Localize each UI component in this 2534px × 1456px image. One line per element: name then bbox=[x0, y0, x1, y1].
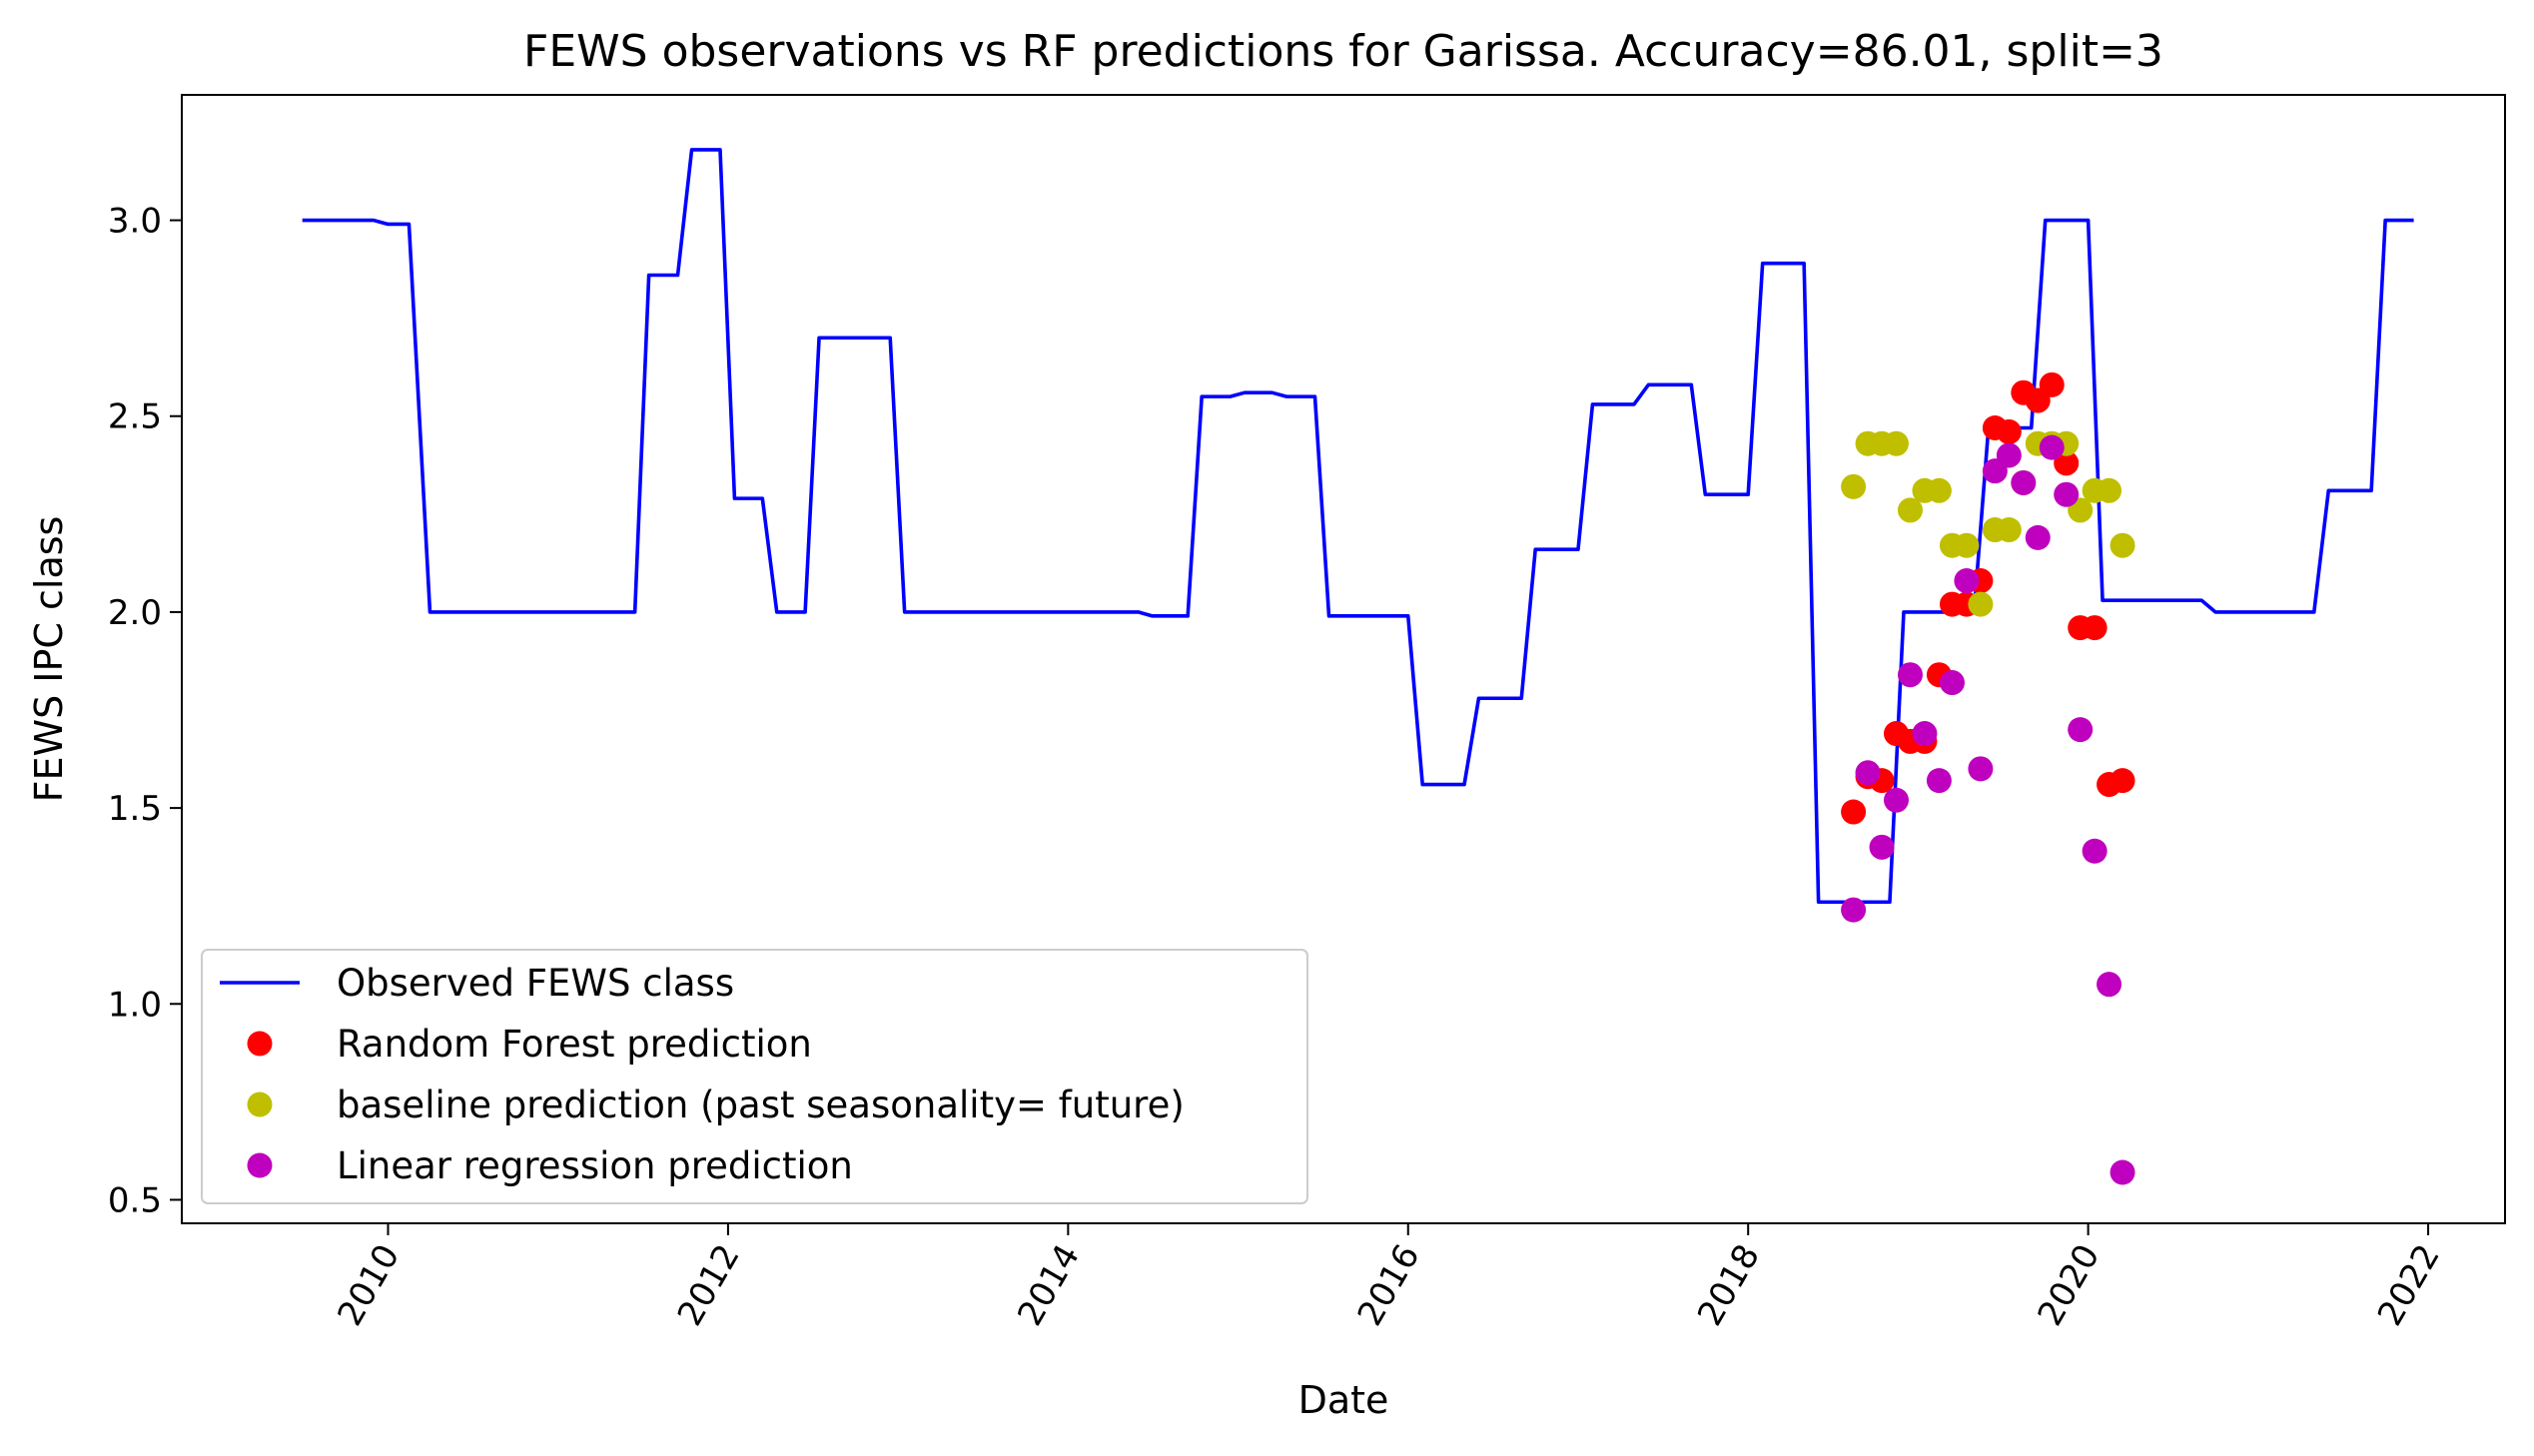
data-point-baseline-prediction-past-seasonality-future-0 bbox=[1841, 473, 1867, 499]
data-point-baseline-prediction-past-seasonality-future-19 bbox=[2110, 532, 2135, 558]
data-point-linear-regression-prediction-4 bbox=[1897, 662, 1923, 688]
data-point-linear-regression-prediction-8 bbox=[1954, 568, 1980, 594]
data-point-linear-regression-prediction-2 bbox=[1869, 834, 1895, 860]
x-tick-label: 2022 bbox=[2370, 1238, 2448, 1333]
data-point-linear-regression-prediction-16 bbox=[2068, 717, 2094, 743]
legend-box bbox=[201, 949, 1308, 1204]
x-axis-label: Date bbox=[1298, 1378, 1389, 1422]
legend-label: baseline prediction (past seasonality= f… bbox=[337, 1084, 1185, 1126]
data-point-linear-regression-prediction-1 bbox=[1855, 760, 1881, 786]
legend: Observed FEWS class Random Forest predict… bbox=[201, 949, 1308, 1204]
y-axis-label: FEWS IPC class bbox=[27, 516, 71, 803]
data-point-linear-regression-prediction-15 bbox=[2054, 481, 2080, 507]
legend-dot-marker bbox=[247, 1152, 273, 1178]
data-point-linear-regression-prediction-3 bbox=[1883, 787, 1909, 813]
data-point-random-forest-prediction-17 bbox=[2082, 615, 2108, 641]
data-point-linear-regression-prediction-17 bbox=[2082, 838, 2108, 864]
data-point-random-forest-prediction-15 bbox=[2054, 450, 2080, 476]
plot-area bbox=[302, 148, 2414, 1185]
plot-frame bbox=[181, 94, 2506, 1224]
data-point-random-forest-prediction-19 bbox=[2110, 768, 2135, 794]
data-point-baseline-prediction-past-seasonality-future-9 bbox=[1968, 591, 1994, 617]
data-point-linear-regression-prediction-18 bbox=[2097, 972, 2122, 998]
legend-label: Random Forest prediction bbox=[337, 1023, 812, 1066]
data-point-random-forest-prediction-0 bbox=[1841, 799, 1867, 825]
y-tick-label: 1.0 bbox=[108, 985, 162, 1025]
y-tick-label: 0.5 bbox=[108, 1180, 162, 1220]
legend-dot-marker bbox=[247, 1031, 273, 1057]
data-point-linear-regression-prediction-13 bbox=[2025, 524, 2051, 550]
x-tick-label: 2010 bbox=[330, 1238, 408, 1333]
data-point-linear-regression-prediction-11 bbox=[1996, 442, 2022, 468]
data-point-linear-regression-prediction-5 bbox=[1912, 721, 1938, 747]
x-tick-label: 2020 bbox=[2031, 1238, 2109, 1333]
x-tick-label: 2016 bbox=[1350, 1238, 1428, 1333]
data-point-random-forest-prediction-11 bbox=[1996, 418, 2022, 444]
y-tick-label: 2.0 bbox=[108, 593, 162, 633]
data-point-baseline-prediction-past-seasonality-future-6 bbox=[1926, 477, 1952, 503]
x-tick-label: 2012 bbox=[670, 1238, 748, 1333]
legend-label: Observed FEWS class bbox=[337, 962, 734, 1005]
y-tick-label: 3.0 bbox=[108, 202, 162, 242]
series-line-observed-fews-class bbox=[302, 148, 2414, 905]
data-point-linear-regression-prediction-12 bbox=[2011, 469, 2037, 495]
data-point-linear-regression-prediction-9 bbox=[1968, 756, 1994, 782]
data-point-linear-regression-prediction-6 bbox=[1926, 768, 1952, 794]
data-point-linear-regression-prediction-19 bbox=[2110, 1159, 2135, 1185]
x-tick-label: 2018 bbox=[1690, 1238, 1768, 1333]
data-point-random-forest-prediction-14 bbox=[2039, 371, 2065, 397]
data-point-baseline-prediction-past-seasonality-future-11 bbox=[1996, 517, 2022, 543]
data-point-baseline-prediction-past-seasonality-future-18 bbox=[2097, 477, 2122, 503]
legend-dot-marker bbox=[247, 1092, 273, 1117]
data-point-baseline-prediction-past-seasonality-future-4 bbox=[1897, 497, 1923, 523]
y-tick-label: 2.5 bbox=[108, 397, 162, 437]
x-tick-label: 2014 bbox=[1010, 1238, 1088, 1333]
chart-title: FEWS observations vs RF predictions for … bbox=[523, 26, 2163, 77]
y-tick-label: 1.5 bbox=[108, 789, 162, 829]
series-points-baseline-prediction-past-seasonality-future bbox=[1841, 430, 2135, 617]
data-point-linear-regression-prediction-7 bbox=[1939, 670, 1965, 696]
data-point-baseline-prediction-past-seasonality-future-8 bbox=[1954, 532, 1980, 558]
series-points-linear-regression-prediction bbox=[1841, 434, 2135, 1185]
legend-label: Linear regression prediction bbox=[337, 1144, 853, 1187]
data-point-baseline-prediction-past-seasonality-future-3 bbox=[1883, 430, 1909, 456]
data-point-linear-regression-prediction-14 bbox=[2039, 434, 2065, 460]
data-point-linear-regression-prediction-0 bbox=[1841, 897, 1867, 923]
